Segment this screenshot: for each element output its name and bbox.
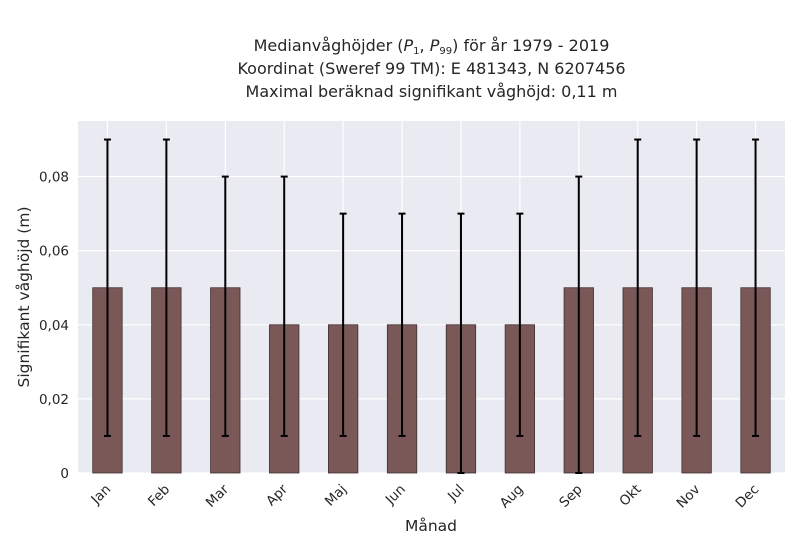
error-bar-jul <box>457 212 465 474</box>
error-bar-feb <box>162 138 170 437</box>
plot-area <box>78 121 785 473</box>
x-tick-label-maj: Maj <box>322 482 350 510</box>
x-tick-labels: Jan Feb Mar Apr Maj Jun Jul Aug Sep Okt Nov Dec <box>88 481 763 511</box>
y-tick-labels: 0 0,02 0,04 0,06 0,08 <box>39 170 69 482</box>
error-bar-jun <box>398 212 406 437</box>
y-tick-label: 0,04 <box>39 318 69 334</box>
chart-title-line-1: Medianvåghöjder (P1, P99) för år 1979 - … <box>253 36 610 57</box>
error-bar-jan <box>103 138 111 437</box>
x-tick-label-jul: Jul <box>444 482 468 506</box>
y-axis-label: Signifikant våghöjd (m) <box>15 207 33 388</box>
x-tick-label-aug: Aug <box>497 482 527 512</box>
error-bar-mar <box>221 175 229 437</box>
chart-title-line-3: Maximal beräknad signifikant våghöjd: 0,… <box>245 82 618 101</box>
y-tick-label: 0 <box>60 466 69 482</box>
error-bar-maj <box>339 212 347 437</box>
x-tick-label-apr: Apr <box>263 481 291 509</box>
error-bar-okt <box>634 138 642 437</box>
y-tick-label: 0,08 <box>39 170 69 186</box>
x-tick-label-jan: Jan <box>88 482 115 509</box>
x-tick-label-feb: Feb <box>145 482 173 510</box>
error-bars <box>103 138 760 474</box>
error-bar-dec <box>752 138 760 437</box>
x-tick-label-okt: Okt <box>616 482 644 510</box>
y-tick-label: 0,06 <box>39 244 69 260</box>
y-tick-label: 0,02 <box>39 392 69 408</box>
x-tick-label-sep: Sep <box>556 482 585 511</box>
x-tick-label-jun: Jun <box>382 482 409 509</box>
x-axis-label: Månad <box>405 517 457 535</box>
chart-title-line-2: Koordinat (Sweref 99 TM): E 481343, N 62… <box>237 59 626 78</box>
error-bar-apr <box>280 175 288 437</box>
x-tick-label-dec: Dec <box>733 482 763 512</box>
error-bar-nov <box>693 138 701 437</box>
error-bar-aug <box>516 212 524 437</box>
x-tick-label-nov: Nov <box>674 482 704 512</box>
x-tick-label-mar: Mar <box>203 481 233 511</box>
error-bar-sep <box>575 175 583 474</box>
